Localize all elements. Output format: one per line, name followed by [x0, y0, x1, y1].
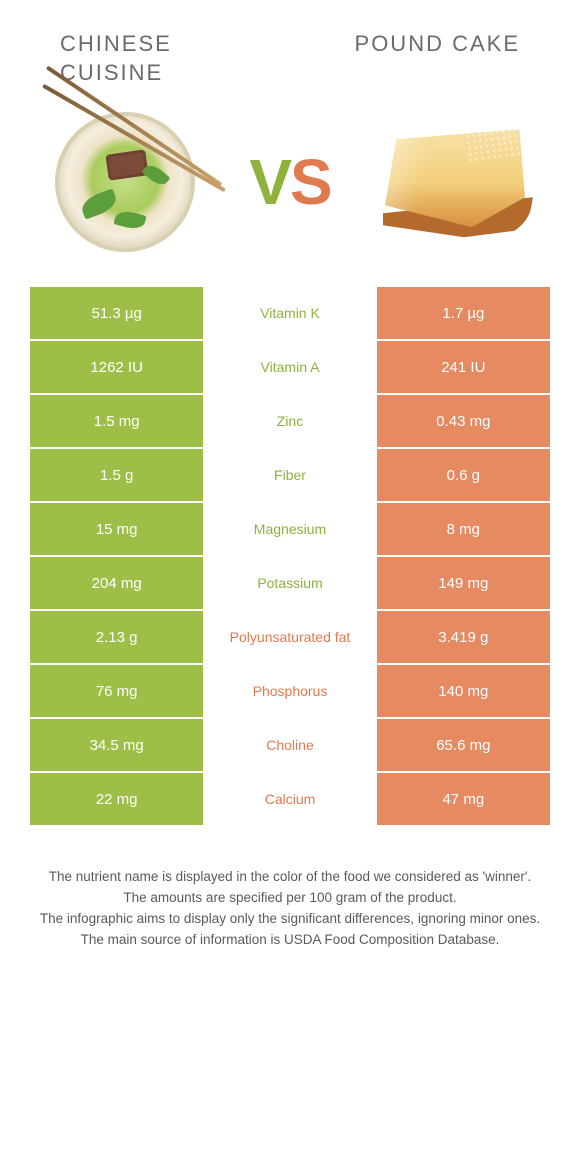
right-value-cell: 241 IU	[377, 341, 550, 395]
nutrient-label-cell: Phosphorus	[203, 665, 376, 719]
table-row: 1.5 gFiber0.6 g	[30, 449, 550, 503]
header: CHINESE CUISINE POUND CAKE	[0, 0, 580, 97]
left-food-image	[40, 107, 210, 257]
footer-line: The amounts are specified per 100 gram o…	[30, 888, 550, 909]
left-value-cell: 2.13 g	[30, 611, 203, 665]
left-food-title: CHINESE CUISINE	[60, 30, 240, 87]
right-value-cell: 65.6 mg	[377, 719, 550, 773]
footer-line: The main source of information is USDA F…	[30, 930, 550, 951]
nutrient-label-cell: Vitamin K	[203, 287, 376, 341]
footer-notes: The nutrient name is displayed in the co…	[30, 867, 550, 951]
nutrient-label-cell: Calcium	[203, 773, 376, 827]
left-value-cell: 1.5 g	[30, 449, 203, 503]
table-row: 2.13 gPolyunsaturated fat3.419 g	[30, 611, 550, 665]
right-value-cell: 1.7 µg	[377, 287, 550, 341]
left-value-cell: 51.3 µg	[30, 287, 203, 341]
right-value-cell: 149 mg	[377, 557, 550, 611]
left-value-cell: 204 mg	[30, 557, 203, 611]
table-row: 76 mgPhosphorus140 mg	[30, 665, 550, 719]
left-value-cell: 76 mg	[30, 665, 203, 719]
bowl-icon	[55, 112, 195, 252]
images-row: VS	[0, 97, 580, 287]
right-value-cell: 47 mg	[377, 773, 550, 827]
right-food-title: POUND CAKE	[355, 30, 520, 59]
nutrient-label-cell: Vitamin A	[203, 341, 376, 395]
left-value-cell: 22 mg	[30, 773, 203, 827]
cake-icon	[375, 117, 535, 247]
nutrient-table: 51.3 µgVitamin K1.7 µg1262 IUVitamin A24…	[30, 287, 550, 827]
left-value-cell: 1.5 mg	[30, 395, 203, 449]
left-value-cell: 1262 IU	[30, 341, 203, 395]
right-value-cell: 8 mg	[377, 503, 550, 557]
footer-line: The infographic aims to display only the…	[30, 909, 550, 930]
table-row: 204 mgPotassium149 mg	[30, 557, 550, 611]
left-value-cell: 34.5 mg	[30, 719, 203, 773]
vs-label: VS	[249, 145, 330, 219]
nutrient-label-cell: Magnesium	[203, 503, 376, 557]
right-value-cell: 3.419 g	[377, 611, 550, 665]
right-food-image	[370, 107, 540, 257]
vs-v-letter: V	[249, 146, 290, 218]
table-row: 51.3 µgVitamin K1.7 µg	[30, 287, 550, 341]
table-row: 1.5 mgZinc0.43 mg	[30, 395, 550, 449]
right-value-cell: 140 mg	[377, 665, 550, 719]
nutrient-label-cell: Fiber	[203, 449, 376, 503]
nutrient-label-cell: Choline	[203, 719, 376, 773]
vs-s-letter: S	[290, 146, 331, 218]
table-row: 15 mgMagnesium8 mg	[30, 503, 550, 557]
nutrient-label-cell: Polyunsaturated fat	[203, 611, 376, 665]
right-value-cell: 0.6 g	[377, 449, 550, 503]
nutrient-label-cell: Potassium	[203, 557, 376, 611]
nutrient-label-cell: Zinc	[203, 395, 376, 449]
right-value-cell: 0.43 mg	[377, 395, 550, 449]
table-row: 1262 IUVitamin A241 IU	[30, 341, 550, 395]
table-row: 22 mgCalcium47 mg	[30, 773, 550, 827]
left-value-cell: 15 mg	[30, 503, 203, 557]
table-row: 34.5 mgCholine65.6 mg	[30, 719, 550, 773]
footer-line: The nutrient name is displayed in the co…	[30, 867, 550, 888]
